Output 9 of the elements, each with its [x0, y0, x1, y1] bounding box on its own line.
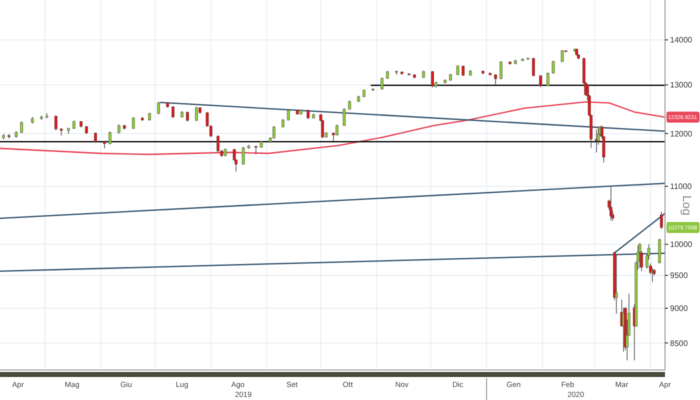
y-tick-label: 9500	[670, 271, 688, 280]
y-tick-label: 13000	[670, 80, 693, 90]
y-tick-label: 11000	[670, 182, 692, 192]
y-tick-label: 12000	[670, 129, 693, 138]
y-axis-title: Log	[680, 195, 694, 216]
y-tick-label: 10000	[670, 240, 693, 250]
y-tick-label: 9000	[670, 304, 688, 314]
y-tick-label: 8500	[670, 338, 688, 348]
y-tick-label: 14000	[670, 36, 693, 45]
